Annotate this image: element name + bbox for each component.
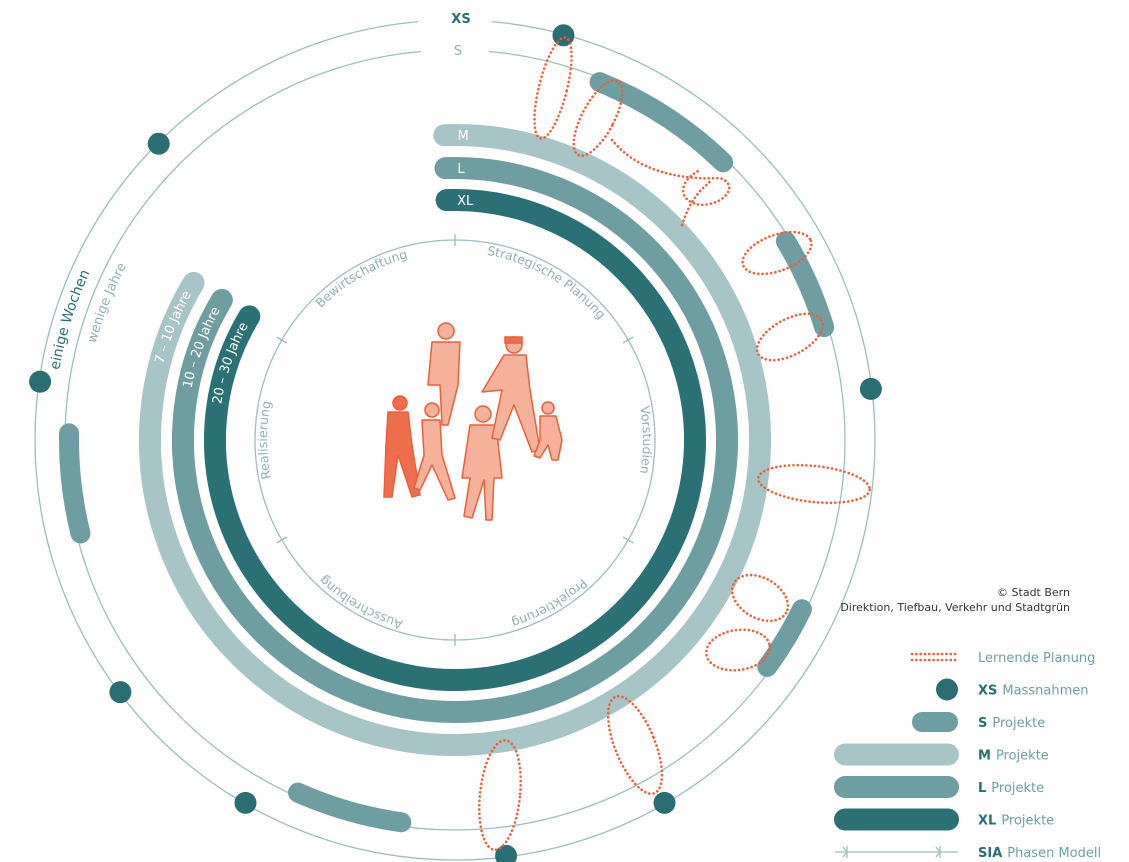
legend-label: SIA Phasen Modell — [978, 846, 1101, 861]
head — [542, 402, 554, 414]
body — [414, 420, 455, 500]
xs-measure — [654, 792, 676, 814]
legend-text: Massnahmen — [1002, 684, 1088, 699]
ring-text: Vorstudien — [637, 405, 655, 475]
ring-text: Projektierung — [510, 576, 591, 631]
m-ring — [150, 135, 760, 745]
xs-measure — [109, 681, 131, 703]
xs-measure — [29, 371, 51, 393]
legend-label: L Projekte — [978, 781, 1044, 796]
legend-label: M Projekte — [978, 749, 1049, 764]
diagram: XSSM7 – 10 JahreL10 – 20 JahreXL20 – 30 … — [0, 0, 1129, 862]
s-label: S — [454, 44, 462, 59]
xs-measure — [860, 378, 882, 400]
legend-key: XS — [978, 684, 997, 699]
xl-label: XL — [457, 194, 474, 209]
label: Ausschreibung — [316, 573, 404, 632]
credit: Direktion, Tiefbau, Verkehr und Stadtgrü… — [840, 601, 1070, 614]
ring-text: Ausschreibung — [316, 573, 404, 632]
s-project — [69, 433, 80, 533]
loop — [527, 34, 579, 142]
phase-tick — [623, 337, 633, 343]
legend-text: Projekte — [992, 716, 1045, 731]
legend-label: XS Massnahmen — [978, 684, 1088, 699]
legend-key: SIA — [978, 846, 1002, 861]
phase-tick — [623, 537, 633, 543]
legend-key: L — [978, 781, 986, 796]
phase-tick — [277, 537, 287, 543]
legend-text: Projekte — [1001, 814, 1054, 829]
legend-icon — [936, 679, 958, 701]
cap — [505, 337, 522, 343]
legend: Lernende Planung XS Massnahmen S Projekte M Pr… — [835, 651, 1101, 861]
ring-text: Bewirtschaftung — [312, 246, 409, 310]
ring-text: einige Wochen — [47, 267, 93, 371]
xs-measure — [148, 133, 170, 155]
phase-tick — [277, 337, 287, 343]
legend-label: S Projekte — [978, 716, 1045, 731]
head — [393, 396, 407, 410]
ring-text: Realisierung — [255, 399, 274, 480]
xs-measure — [495, 845, 517, 862]
s-project — [600, 82, 724, 162]
label: Realisierung — [255, 399, 274, 480]
legend-text: Phasen Modell — [1007, 846, 1101, 861]
legend-label: XL Projekte — [978, 814, 1054, 829]
legend-key: S — [978, 716, 987, 731]
head — [475, 406, 491, 422]
loop — [474, 738, 525, 852]
legend-key: XL — [978, 814, 996, 829]
legend-text: Projekte — [991, 781, 1044, 796]
xs-measure — [235, 792, 257, 814]
label: Bewirtschaftung — [312, 246, 409, 310]
m-label: M — [458, 129, 469, 144]
legend-label: Lernende Planung — [978, 651, 1095, 666]
loop — [756, 460, 871, 508]
legend-text: Lernende Planung — [978, 651, 1095, 666]
people-illustration — [384, 323, 562, 520]
label: einige Wochen — [47, 267, 93, 371]
head — [425, 403, 439, 417]
s-project — [767, 609, 802, 667]
legend-key: M — [978, 749, 991, 764]
label: Projektierung — [510, 576, 591, 631]
l-label: L — [457, 162, 465, 177]
loop — [682, 180, 712, 225]
label: Vorstudien — [637, 405, 655, 475]
xl-ring — [215, 200, 695, 680]
xs-label: XS — [451, 12, 470, 27]
head — [438, 323, 454, 339]
credit: © Stadt Bern — [997, 586, 1070, 599]
legend-text: Projekte — [996, 749, 1049, 764]
s-project — [298, 793, 401, 823]
